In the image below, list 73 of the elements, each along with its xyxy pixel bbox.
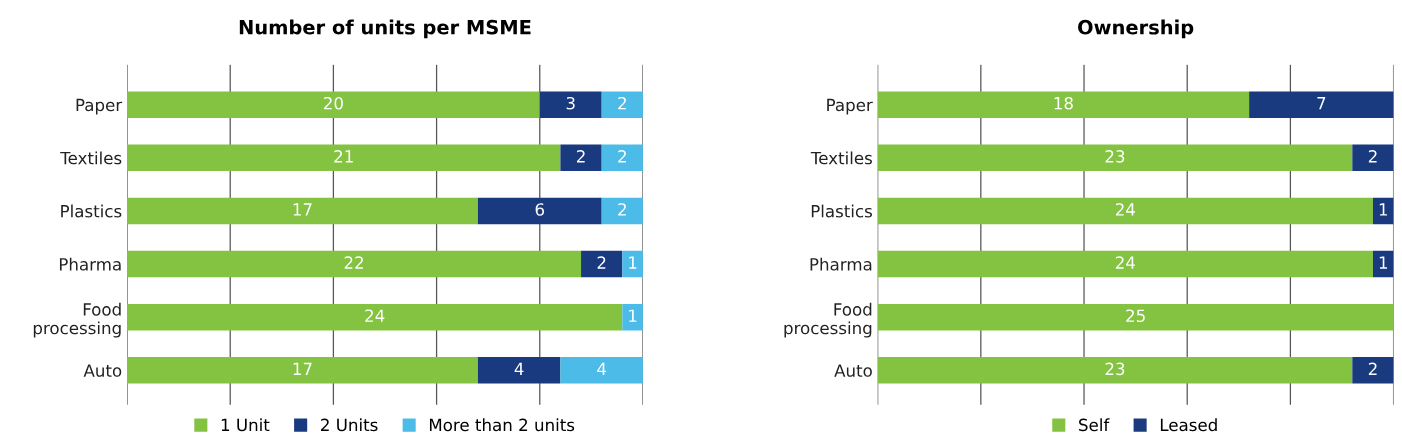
data-label: 24 xyxy=(365,309,385,322)
data-label: 1 xyxy=(1379,203,1388,216)
data-label: 17 xyxy=(293,203,312,216)
y-tick-label: Paper xyxy=(827,98,873,115)
data-label: 4 xyxy=(597,362,607,375)
y-tick-label: Plastics xyxy=(811,204,872,218)
legend-label: 1 Unit xyxy=(221,418,270,432)
data-label: 23 xyxy=(1105,362,1125,376)
data-label: 2 xyxy=(576,150,585,163)
data-label: 24 xyxy=(1115,256,1135,269)
data-label: 4 xyxy=(514,362,524,375)
bar xyxy=(127,197,478,225)
bar xyxy=(877,144,1353,172)
data-label: 24 xyxy=(1115,203,1135,216)
legend-label: 2 Units xyxy=(321,418,378,432)
data-label: 23 xyxy=(1105,150,1125,163)
legend-label: Leased xyxy=(1160,418,1217,432)
data-label: 2 xyxy=(618,150,626,163)
data-label: 20 xyxy=(324,96,343,110)
data-label: 2 xyxy=(1368,150,1377,163)
bar xyxy=(127,91,540,118)
bar xyxy=(1352,357,1394,384)
bar xyxy=(539,91,602,118)
data-label: 21 xyxy=(334,150,353,163)
bar xyxy=(1372,197,1394,225)
bar xyxy=(560,144,602,172)
bar xyxy=(127,303,623,331)
chart-title: Number of units per MSME xyxy=(239,19,531,39)
data-label: 25 xyxy=(1126,309,1145,323)
y-tick-label: Textiles xyxy=(810,151,872,165)
data-label: 1 xyxy=(1379,256,1388,269)
data-label: 1 xyxy=(629,256,637,269)
data-label: 7 xyxy=(1317,97,1326,110)
data-label: 2 xyxy=(618,96,626,110)
data-label: 22 xyxy=(344,256,363,269)
bar xyxy=(1352,144,1394,172)
y-tick-label: Pharma xyxy=(810,257,872,271)
bar xyxy=(127,144,561,172)
y-tick-label: Auto xyxy=(834,364,872,377)
bar xyxy=(477,197,602,225)
bar xyxy=(127,357,478,384)
data-label: 2 xyxy=(618,203,626,216)
bar xyxy=(1249,91,1394,118)
bar xyxy=(877,197,1373,225)
bar xyxy=(601,144,643,172)
bar xyxy=(127,250,582,278)
data-label: 17 xyxy=(293,362,312,375)
data-label: 2 xyxy=(1368,362,1377,375)
data-label: 1 xyxy=(629,309,637,322)
bar xyxy=(877,303,1394,331)
bar xyxy=(581,250,623,278)
y-tick-label: Pharma xyxy=(59,257,121,271)
bar xyxy=(877,357,1353,384)
data-label: 6 xyxy=(535,203,545,216)
legend-label: Self xyxy=(1079,418,1110,432)
y-tick-label: Plastics xyxy=(61,204,122,218)
data-label: 18 xyxy=(1054,96,1073,110)
bar xyxy=(877,250,1373,278)
chart-title: Ownership xyxy=(1078,19,1194,39)
y-tick-label: Food processing xyxy=(33,302,121,338)
legend-label: More than 2 units xyxy=(429,418,575,432)
bar xyxy=(601,91,643,118)
bar xyxy=(1372,250,1394,278)
bar xyxy=(877,91,1250,118)
data-label: 3 xyxy=(566,96,575,110)
bar xyxy=(477,357,561,384)
y-tick-label: Auto xyxy=(83,364,122,377)
data-label: 2 xyxy=(597,256,606,269)
y-tick-label: Textiles xyxy=(60,151,122,165)
bar xyxy=(601,197,643,225)
bar xyxy=(560,357,643,384)
y-tick-label: Food processing xyxy=(784,302,872,338)
y-tick-label: Paper xyxy=(76,98,123,115)
